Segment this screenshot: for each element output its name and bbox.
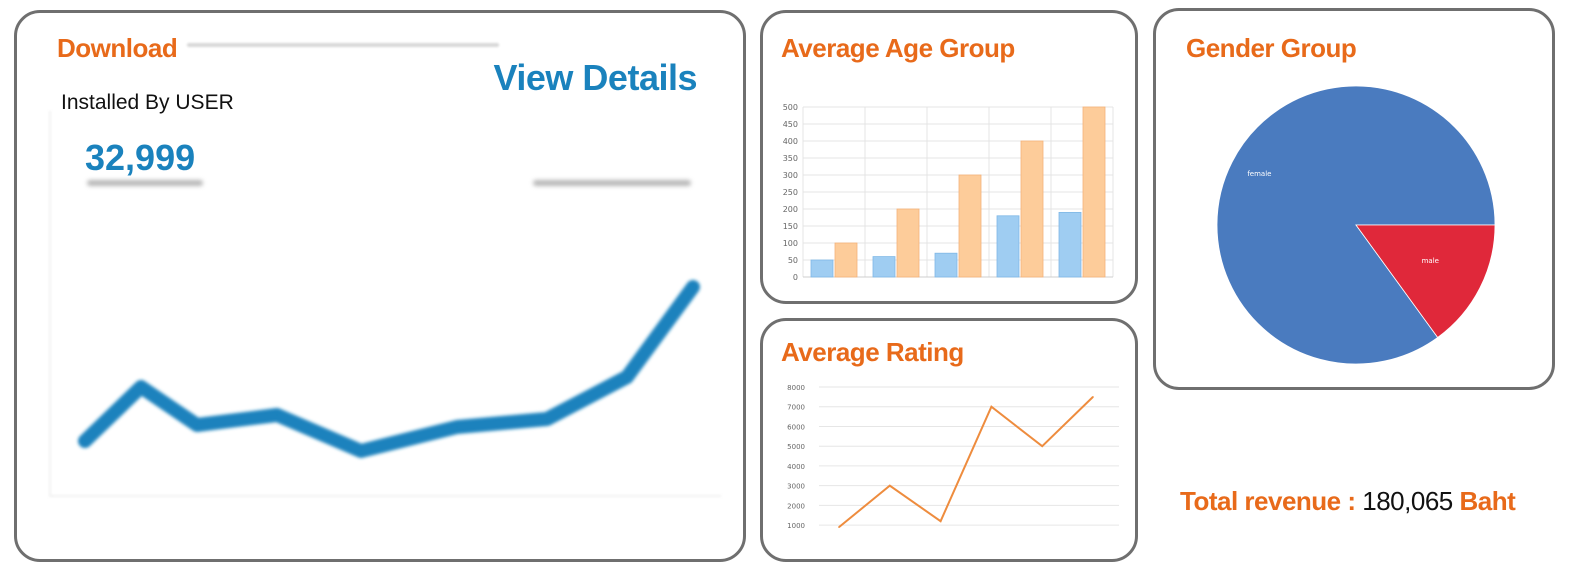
rating-point-5 — [1092, 396, 1094, 398]
rating-point-2 — [939, 520, 942, 522]
rating-ytick-0: 1000 — [787, 522, 805, 530]
pie-label-female: female — [1247, 170, 1271, 178]
age-bar-s0-3 — [996, 215, 1020, 278]
rating-line-chart: 1000 2000 3000 4000 5000 6000 7000 8000 — [787, 384, 1119, 530]
rating-ytick-4: 5000 — [787, 443, 805, 451]
age-ytick-4: 200 — [783, 205, 798, 214]
age-bar-s1-4 — [1082, 106, 1106, 278]
install-count: 32,999 — [85, 137, 196, 178]
rating-point-1 — [889, 484, 891, 487]
revenue-unit: Baht — [1459, 486, 1516, 516]
download-point-8 — [692, 286, 694, 288]
age-ytick-1: 50 — [788, 256, 798, 265]
rating-ytick-1: 2000 — [787, 502, 805, 510]
age-group-card: Average Age Group 0 50 100 150 200 250 300 350 4… — [760, 10, 1138, 304]
count-underline — [87, 180, 203, 186]
revenue-label: Total revenue : — [1180, 486, 1356, 516]
rating-ytick-6: 7000 — [787, 404, 805, 412]
download-point-2 — [196, 424, 198, 426]
download-point-6 — [546, 418, 548, 420]
age-ytick-5: 250 — [783, 188, 798, 197]
age-group-title: Average Age Group — [781, 33, 1015, 63]
rating-title: Average Rating — [781, 337, 964, 367]
download-point-4 — [360, 450, 362, 452]
rating-series-line — [838, 396, 1094, 528]
gender-card: Gender Group female male — [1153, 8, 1555, 390]
gender-title: Gender Group — [1186, 33, 1357, 63]
age-ytick-10: 500 — [783, 103, 798, 112]
age-ytick-3: 150 — [783, 222, 798, 231]
age-bar-s1-2 — [958, 174, 982, 278]
age-bar-s1-1 — [896, 208, 920, 278]
age-bar-s0-1 — [872, 256, 896, 278]
download-point-5 — [456, 426, 458, 428]
age-ytick-2: 100 — [783, 239, 798, 248]
rating-card: Average Rating 1000 2000 3000 4000 5000 6000 7… — [760, 318, 1138, 562]
rating-point-3 — [990, 405, 993, 408]
view-details-link[interactable]: View Details — [493, 57, 698, 98]
revenue-value: 180,065 — [1362, 486, 1453, 516]
rating-point-0 — [838, 526, 840, 528]
pie-slice-female — [1216, 85, 1496, 365]
age-ytick-7: 350 — [783, 154, 798, 163]
age-bar-s1-0 — [834, 242, 858, 278]
age-bar-s0-4 — [1058, 211, 1082, 278]
download-point-0 — [84, 440, 86, 442]
installed-label: Installed By USER — [61, 91, 234, 114]
pie-label-male: male — [1422, 257, 1439, 265]
gender-pie-chart: female male — [1216, 85, 1496, 365]
pie-slice-male — [1355, 224, 1496, 339]
download-card: Download View Details Installed By USER … — [14, 10, 746, 562]
age-ytick-0: 0 — [793, 273, 798, 282]
age-bar-s1-3 — [1020, 140, 1044, 278]
download-chart-frame — [49, 111, 721, 497]
rating-ytick-7: 8000 — [787, 384, 805, 392]
age-bar-s0-0 — [810, 259, 834, 278]
age-ytick-8: 400 — [783, 137, 798, 146]
rating-ytick-2: 3000 — [787, 483, 805, 491]
age-group-bar-chart: 0 50 100 150 200 250 300 350 400 450 500 — [783, 103, 1114, 282]
download-title: Download — [57, 33, 178, 63]
rating-point-4 — [1041, 445, 1043, 447]
title-underline — [187, 43, 499, 47]
rating-ytick-3: 4000 — [787, 463, 805, 471]
total-revenue: Total revenue : 180,065 Baht — [1180, 486, 1516, 517]
download-series-line — [78, 280, 700, 458]
download-line-chart — [78, 237, 700, 465]
rating-ytick-5: 6000 — [787, 423, 805, 431]
age-ytick-9: 450 — [783, 120, 798, 129]
age-bar-s0-2 — [934, 252, 958, 278]
download-point-7 — [626, 376, 628, 378]
age-ytick-6: 300 — [783, 171, 798, 180]
blurred-placeholder-bar — [533, 180, 691, 186]
download-point-3 — [276, 414, 278, 416]
download-point-1 — [140, 386, 142, 388]
